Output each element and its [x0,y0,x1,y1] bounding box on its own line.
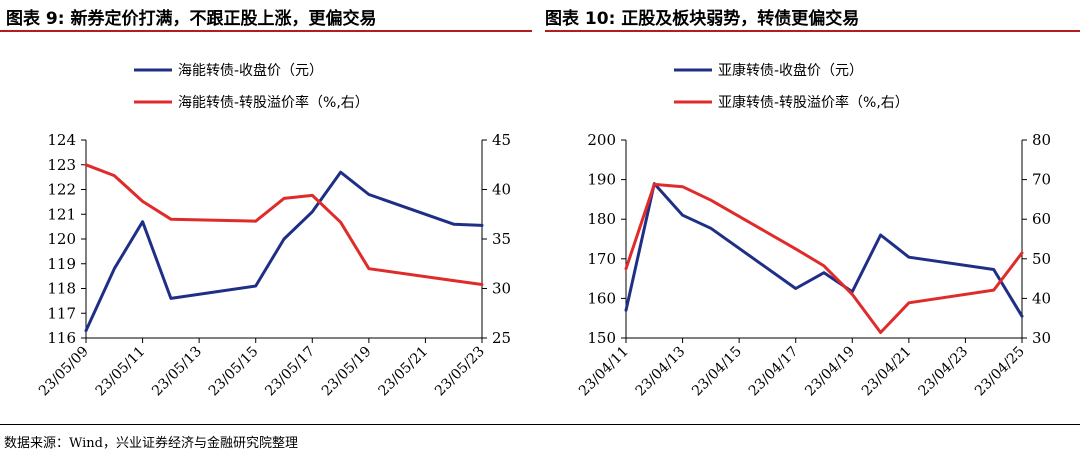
x-tick-label: 23/04/19 [802,344,858,400]
series-line-0 [624,182,1024,318]
y-right-tick-label: 45 [492,131,511,149]
x-tick-label: 23/05/19 [319,344,375,400]
x-tick-label: 23/04/23 [915,344,971,400]
x-tick-label: 23/05/13 [149,344,205,400]
x-tick-label: 23/05/09 [36,344,92,400]
legend-label-1: 海能转债-转股溢价率（%,右） [178,94,369,111]
x-tick-label: 23/04/11 [576,344,632,400]
yakang-bond-chart: 亚康转债-收盘价（元） 亚康转债-转股溢价率（%,右） 150 160 170 180 19… [576,62,1051,400]
y-right-tick-label: 70 [1032,171,1051,189]
y-left-tick-label: 160 [587,289,616,307]
y-right-tick-label: 25 [492,329,511,347]
source-note: 数据来源：Wind，兴业证券经济与金融研究院整理 [4,436,298,451]
source-divider [0,424,1080,425]
x-tick-label: 23/04/15 [689,344,745,400]
y-left-tick-label: 124 [47,131,76,149]
x-tick-label: 23/05/15 [206,344,262,400]
y-left-tick-label: 180 [587,210,616,228]
y-right-tick-label: 40 [492,181,511,199]
y-left-tick-label: 117 [47,304,76,322]
y-left-tick-label: 200 [587,131,616,149]
y-left-tick-label: 121 [47,205,76,223]
x-tick-label: 23/04/25 [972,344,1028,400]
series-line-1 [624,182,1024,334]
y-left-tick-label: 150 [587,329,616,347]
series-line-1 [84,163,484,286]
y-right-tick-label: 40 [1032,289,1051,307]
x-tick-label: 23/04/17 [746,344,802,400]
series-line-0 [84,170,484,333]
y-right-tick-label: 60 [1032,210,1051,228]
figure-10-title: 图表 10: 正股及板块弱势，转债更偏交易 [545,9,860,29]
x-tick-label: 23/05/11 [93,344,149,400]
y-left-tick-label: 120 [47,230,76,248]
title-underline-right [545,30,1080,32]
y-left-tick-label: 122 [47,181,76,199]
x-tick-label: 23/04/13 [633,344,689,400]
title-underline-left [0,30,532,32]
y-right-tick-label: 30 [492,280,511,298]
legend-label-1: 亚康转债-转股溢价率（%,右） [718,94,909,111]
legend-label-0: 海能转债-收盘价（元） [178,62,323,79]
y-right-tick-label: 30 [1032,329,1051,347]
y-left-tick-label: 116 [47,329,76,347]
y-right-tick-label: 35 [492,230,511,248]
y-left-tick-label: 123 [47,156,76,174]
y-left-tick-label: 119 [47,255,76,273]
y-right-tick-label: 50 [1032,250,1051,268]
x-tick-label: 23/05/17 [262,344,318,400]
y-right-tick-label: 80 [1032,131,1051,149]
figure-9-title: 图表 9: 新券定价打满，不跟正股上涨，更偏交易 [6,9,377,29]
legend-label-0: 亚康转债-收盘价（元） [718,62,863,79]
x-tick-label: 23/04/21 [859,344,915,400]
x-tick-label: 23/05/21 [375,344,431,400]
y-left-tick-label: 170 [587,250,616,268]
hainen-bond-chart: 海能转债-收盘价（元） 海能转债-转股溢价率（%,右） 116 117 118 119 12… [36,62,511,400]
y-left-tick-label: 190 [587,171,616,189]
x-tick-label: 23/05/23 [432,344,488,400]
y-left-tick-label: 118 [47,280,76,298]
